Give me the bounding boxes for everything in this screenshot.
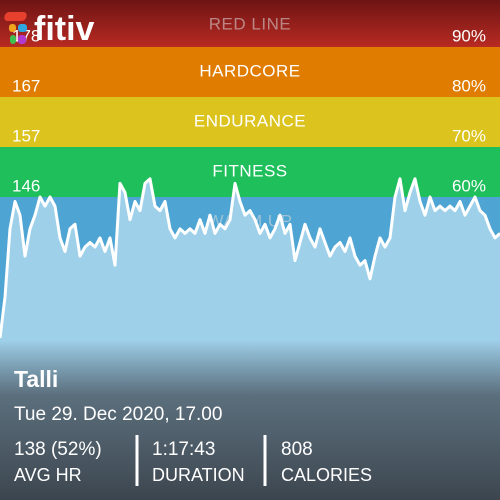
stat-value: 138 (52%) — [14, 439, 102, 460]
zone-band — [0, 47, 500, 97]
stat-label: CALORIES — [281, 465, 372, 485]
zone-band — [0, 97, 500, 147]
zone-percent: 80% — [452, 76, 486, 95]
stat-label: DURATION — [152, 465, 245, 485]
zone-name: ENDURANCE — [194, 111, 306, 130]
zone-name: HARDCORE — [199, 61, 300, 80]
heart-rate-line — [0, 177, 500, 339]
zone-name: FITNESS — [212, 161, 287, 180]
zone-percent: 90% — [452, 26, 486, 45]
stat-label: AVG HR — [14, 465, 82, 485]
logo: fitiv — [4, 10, 95, 48]
zone-name: RED LINE — [209, 14, 291, 33]
stat-value: 808 — [281, 439, 313, 460]
zone-percent: 60% — [452, 176, 486, 195]
zone-bpm: 167 — [12, 76, 40, 95]
workout-title: Talli — [14, 366, 58, 392]
zone-bpm: 157 — [12, 126, 40, 145]
bottom-shade — [0, 340, 500, 500]
workout-date: Tue 29. Dec 2020, 17.00 — [14, 404, 222, 425]
logo-text: fitiv — [34, 10, 95, 48]
zone-percent: 70% — [452, 126, 486, 145]
zone-band — [0, 0, 500, 47]
stat-value: 1:17:43 — [152, 439, 215, 460]
zone-bpm: 146 — [12, 176, 40, 195]
